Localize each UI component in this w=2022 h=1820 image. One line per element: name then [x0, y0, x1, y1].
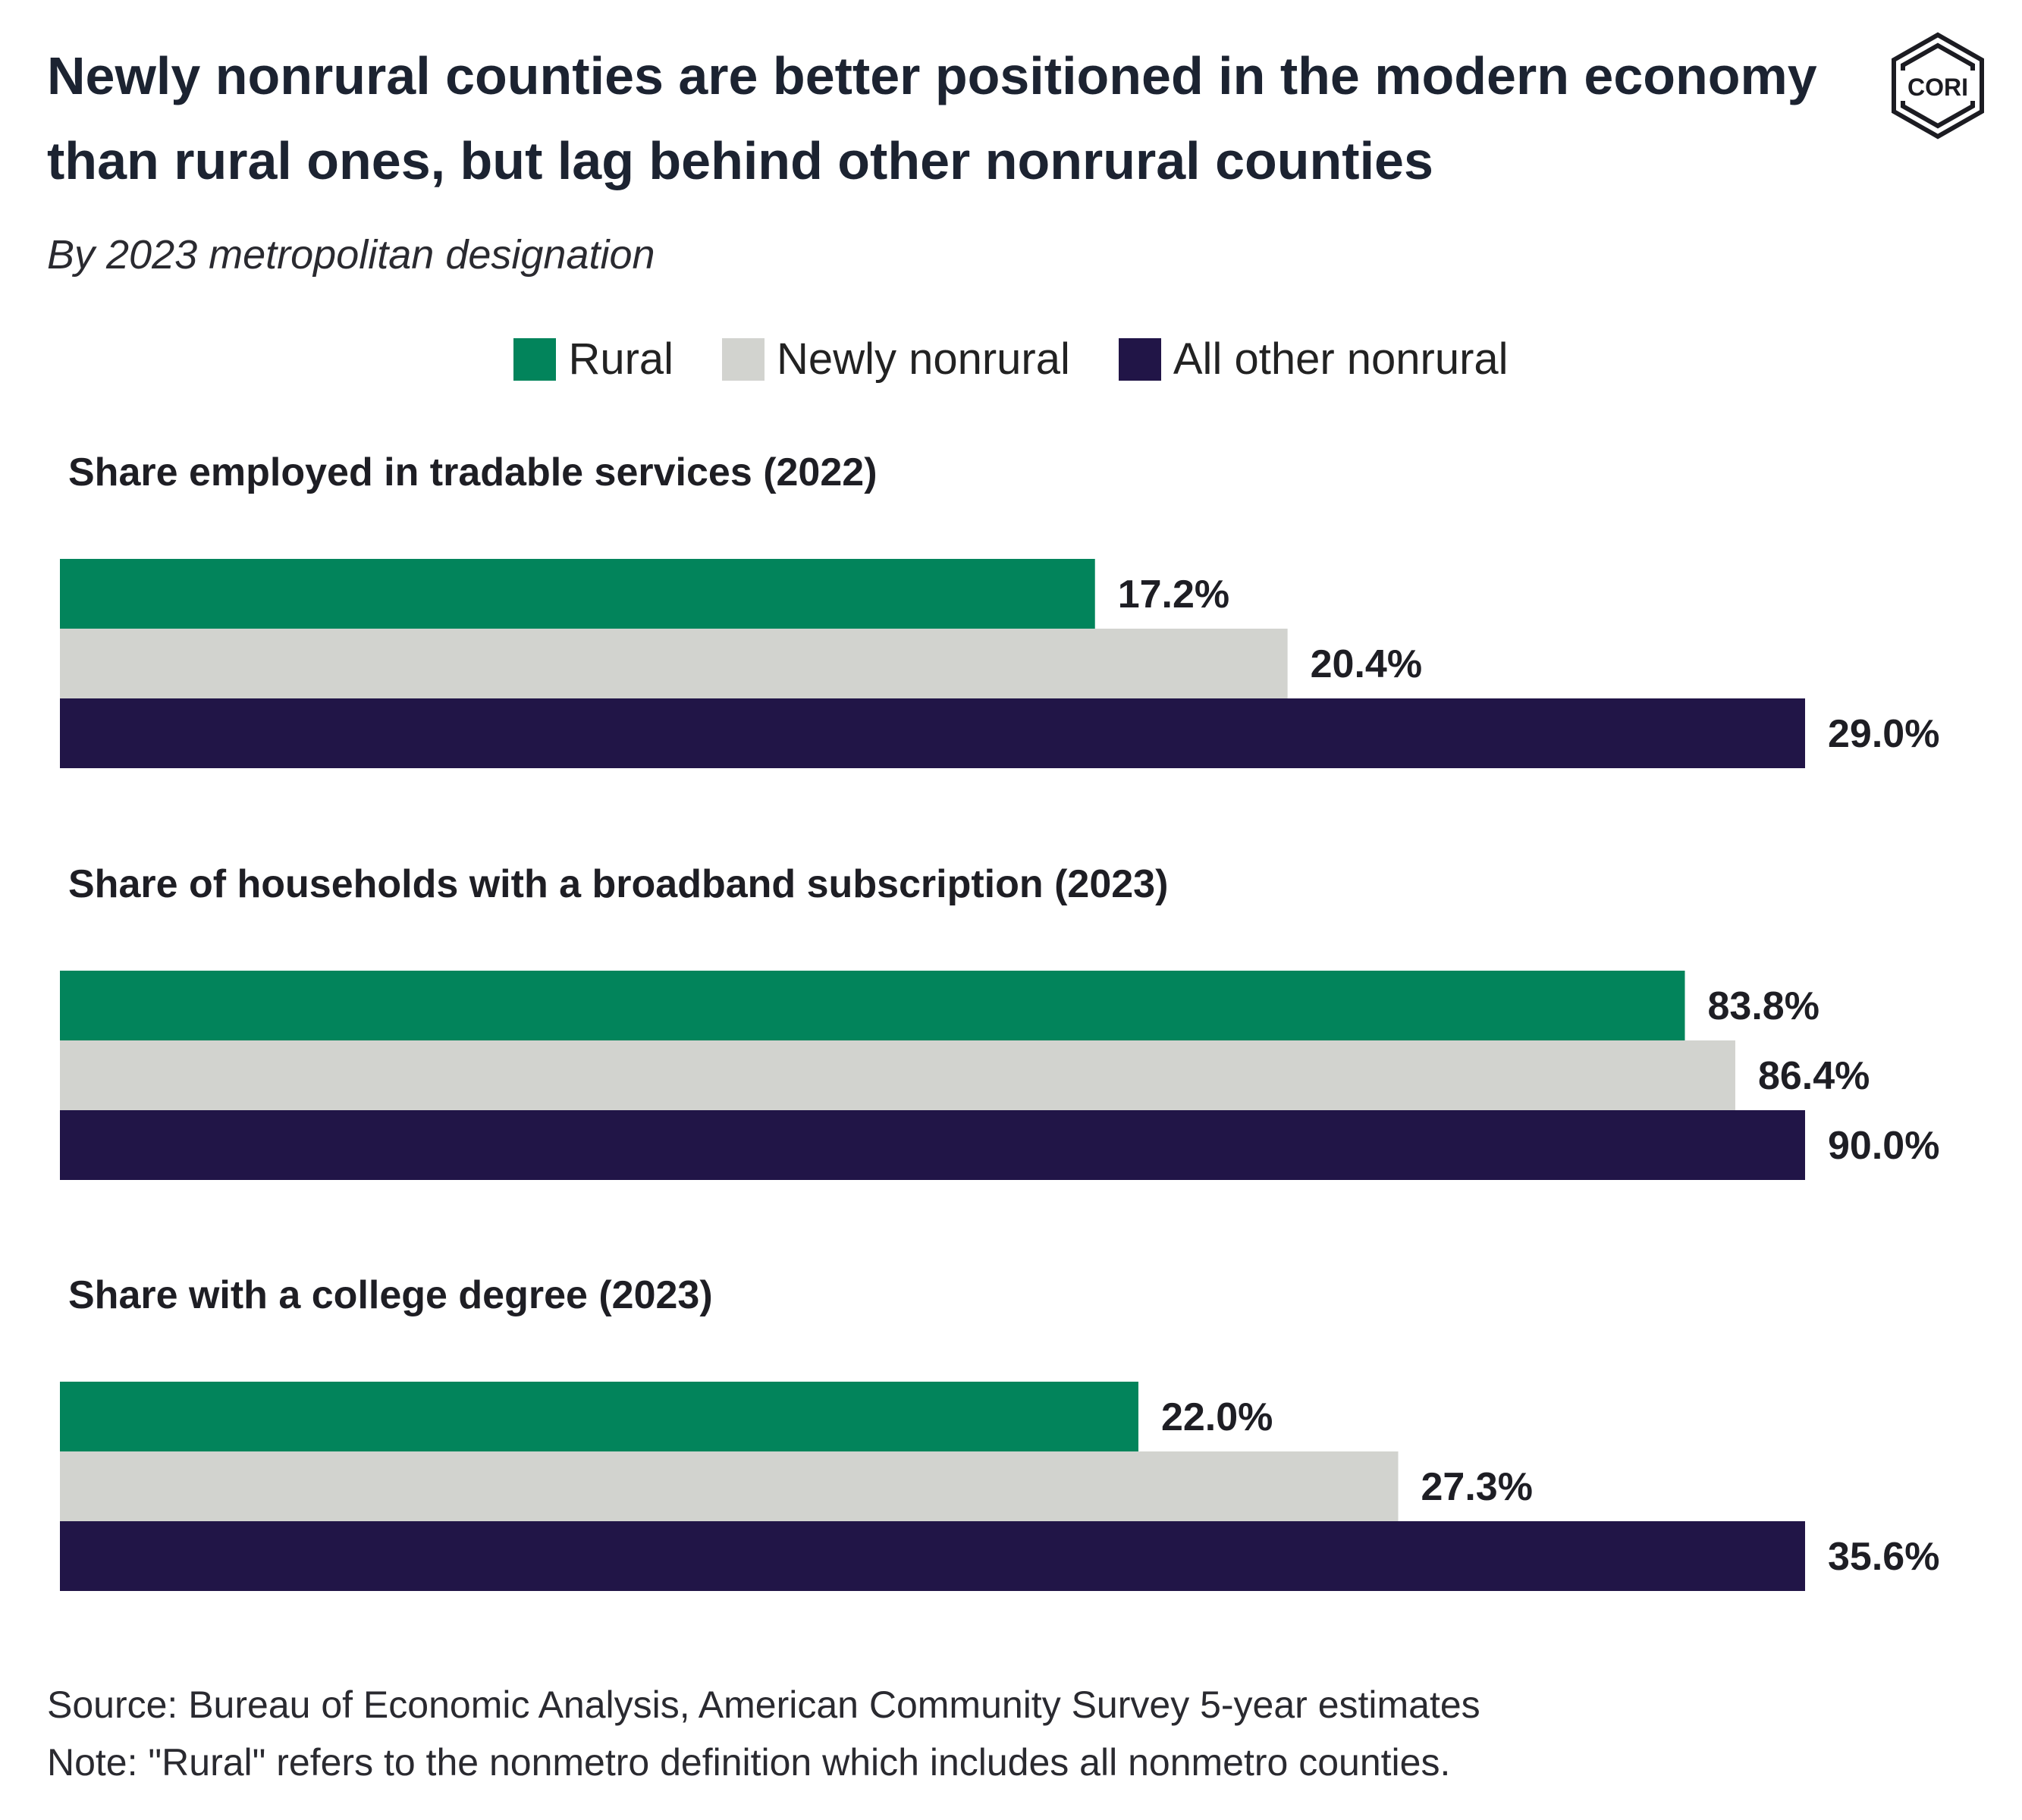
- legend-item-newly-nonrural: Newly nonrural: [722, 334, 1070, 384]
- value-label-newly-nonrural: 20.4%: [1311, 642, 1422, 686]
- legend-item-rural: Rural: [513, 334, 673, 384]
- bar-all-other-nonrural: [60, 698, 1805, 768]
- bar-newly-nonrural: [60, 629, 1288, 698]
- legend: Rural Newly nonrural All other nonrural: [0, 334, 2022, 384]
- value-label-rural: 22.0%: [1161, 1395, 1273, 1439]
- logo-text: CORI: [1907, 74, 1968, 101]
- value-label-all-other-nonrural: 90.0%: [1828, 1124, 1939, 1168]
- value-label-newly-nonrural: 27.3%: [1421, 1465, 1533, 1509]
- value-label-all-other-nonrural: 29.0%: [1828, 712, 1939, 756]
- bar-newly-nonrural: [60, 1451, 1399, 1521]
- panel-title: Share of households with a broadband sub…: [68, 862, 1168, 906]
- legend-item-all-other-nonrural: All other nonrural: [1118, 334, 1509, 384]
- value-label-newly-nonrural: 86.4%: [1758, 1054, 1870, 1098]
- bar-rural: [60, 559, 1095, 629]
- logo-ring-inner: [1901, 42, 1975, 129]
- legend-swatch-newly-nonrural: [722, 337, 765, 381]
- legend-label-all-other-nonrural: All other nonrural: [1173, 334, 1509, 384]
- definition-note: Note: "Rural" refers to the nonmetro def…: [47, 1741, 1451, 1784]
- value-label-rural: 83.8%: [1707, 984, 1819, 1028]
- legend-swatch-all-other-nonrural: [1118, 337, 1161, 381]
- cori-logo: CORI: [1892, 32, 1984, 140]
- bar-chart: Share employed in tradable services (202…: [60, 450, 1939, 1591]
- bar-rural: [60, 971, 1685, 1040]
- legend-label-newly-nonrural: Newly nonrural: [777, 334, 1070, 384]
- panel-title: Share with a college degree (2023): [68, 1273, 713, 1317]
- value-label-rural: 17.2%: [1118, 573, 1229, 617]
- footer: Source: Bureau of Economic Analysis, Ame…: [47, 1676, 1480, 1791]
- source-note: Source: Bureau of Economic Analysis, Ame…: [47, 1684, 1480, 1726]
- chart-subtitle: By 2023 metropolitan designation: [47, 232, 655, 278]
- logo-ring-outer: [1892, 32, 1984, 140]
- chart-title: Newly nonrural counties are better posit…: [47, 46, 1817, 190]
- value-label-all-other-nonrural: 35.6%: [1828, 1535, 1939, 1579]
- bar-newly-nonrural: [60, 1040, 1735, 1110]
- legend-label-rural: Rural: [568, 334, 674, 384]
- bar-all-other-nonrural: [60, 1521, 1805, 1591]
- legend-swatch-rural: [513, 337, 557, 381]
- bar-all-other-nonrural: [60, 1110, 1805, 1180]
- panel-title: Share employed in tradable services (202…: [68, 450, 878, 494]
- bar-rural: [60, 1382, 1138, 1451]
